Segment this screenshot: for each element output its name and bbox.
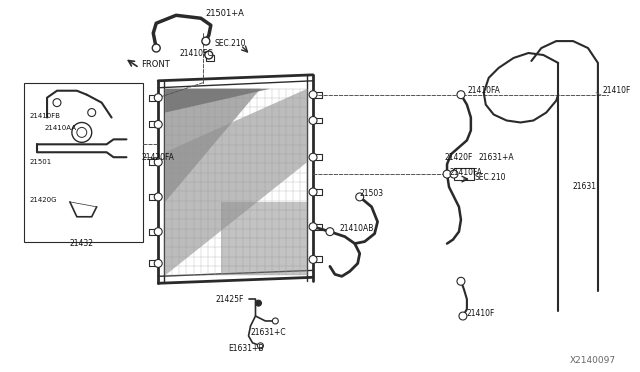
Circle shape xyxy=(457,277,465,285)
Polygon shape xyxy=(165,89,270,113)
Circle shape xyxy=(154,158,162,166)
Bar xyxy=(206,55,214,61)
Polygon shape xyxy=(221,202,307,275)
Polygon shape xyxy=(165,89,260,202)
Text: 21501+A: 21501+A xyxy=(206,9,244,18)
Text: 21410FC: 21410FC xyxy=(179,48,212,58)
Text: 21501: 21501 xyxy=(29,159,51,165)
Text: SEC.210: SEC.210 xyxy=(215,39,246,48)
Circle shape xyxy=(309,153,317,161)
Circle shape xyxy=(154,259,162,267)
Circle shape xyxy=(53,99,61,107)
Circle shape xyxy=(205,51,213,59)
Circle shape xyxy=(309,223,317,231)
Text: FRONT: FRONT xyxy=(141,60,170,70)
Circle shape xyxy=(309,116,317,125)
Text: 21631+A: 21631+A xyxy=(479,153,515,162)
Circle shape xyxy=(450,170,458,178)
Polygon shape xyxy=(165,89,307,275)
Circle shape xyxy=(326,228,334,235)
Text: 21410FA: 21410FA xyxy=(468,86,500,95)
Bar xyxy=(24,83,143,241)
Circle shape xyxy=(154,193,162,201)
Text: 21425F: 21425F xyxy=(216,295,244,304)
Circle shape xyxy=(257,343,264,349)
Text: E1631+B: E1631+B xyxy=(228,344,264,353)
Circle shape xyxy=(273,318,278,324)
Bar xyxy=(454,168,474,180)
Circle shape xyxy=(152,44,160,52)
Circle shape xyxy=(88,109,96,116)
Text: 21420FA: 21420FA xyxy=(141,153,174,162)
Circle shape xyxy=(356,193,364,201)
Circle shape xyxy=(457,91,465,99)
Circle shape xyxy=(255,300,262,306)
Circle shape xyxy=(443,170,451,178)
Text: 21631: 21631 xyxy=(572,183,596,192)
Text: 21503: 21503 xyxy=(360,189,384,198)
Circle shape xyxy=(202,37,210,45)
Circle shape xyxy=(72,122,92,142)
Text: 21410F: 21410F xyxy=(467,308,495,318)
Text: X2140097: X2140097 xyxy=(570,356,616,365)
Circle shape xyxy=(154,121,162,128)
Circle shape xyxy=(154,228,162,235)
Circle shape xyxy=(77,128,87,137)
Text: 21420F: 21420F xyxy=(444,153,472,162)
Circle shape xyxy=(154,94,162,102)
Circle shape xyxy=(459,312,467,320)
Text: 21410F: 21410F xyxy=(603,86,631,95)
Text: 21410AB: 21410AB xyxy=(340,224,374,233)
Circle shape xyxy=(309,91,317,99)
Text: 21420G: 21420G xyxy=(29,197,57,203)
Circle shape xyxy=(309,188,317,196)
Text: 21410AA: 21410AA xyxy=(44,125,76,131)
Text: 21410FB: 21410FB xyxy=(29,113,60,119)
Text: SEC.210: SEC.210 xyxy=(475,173,506,182)
Text: 21631+C: 21631+C xyxy=(250,328,286,337)
Text: 21410FA: 21410FA xyxy=(449,168,482,177)
Text: 21432: 21432 xyxy=(70,239,94,248)
Circle shape xyxy=(309,256,317,263)
